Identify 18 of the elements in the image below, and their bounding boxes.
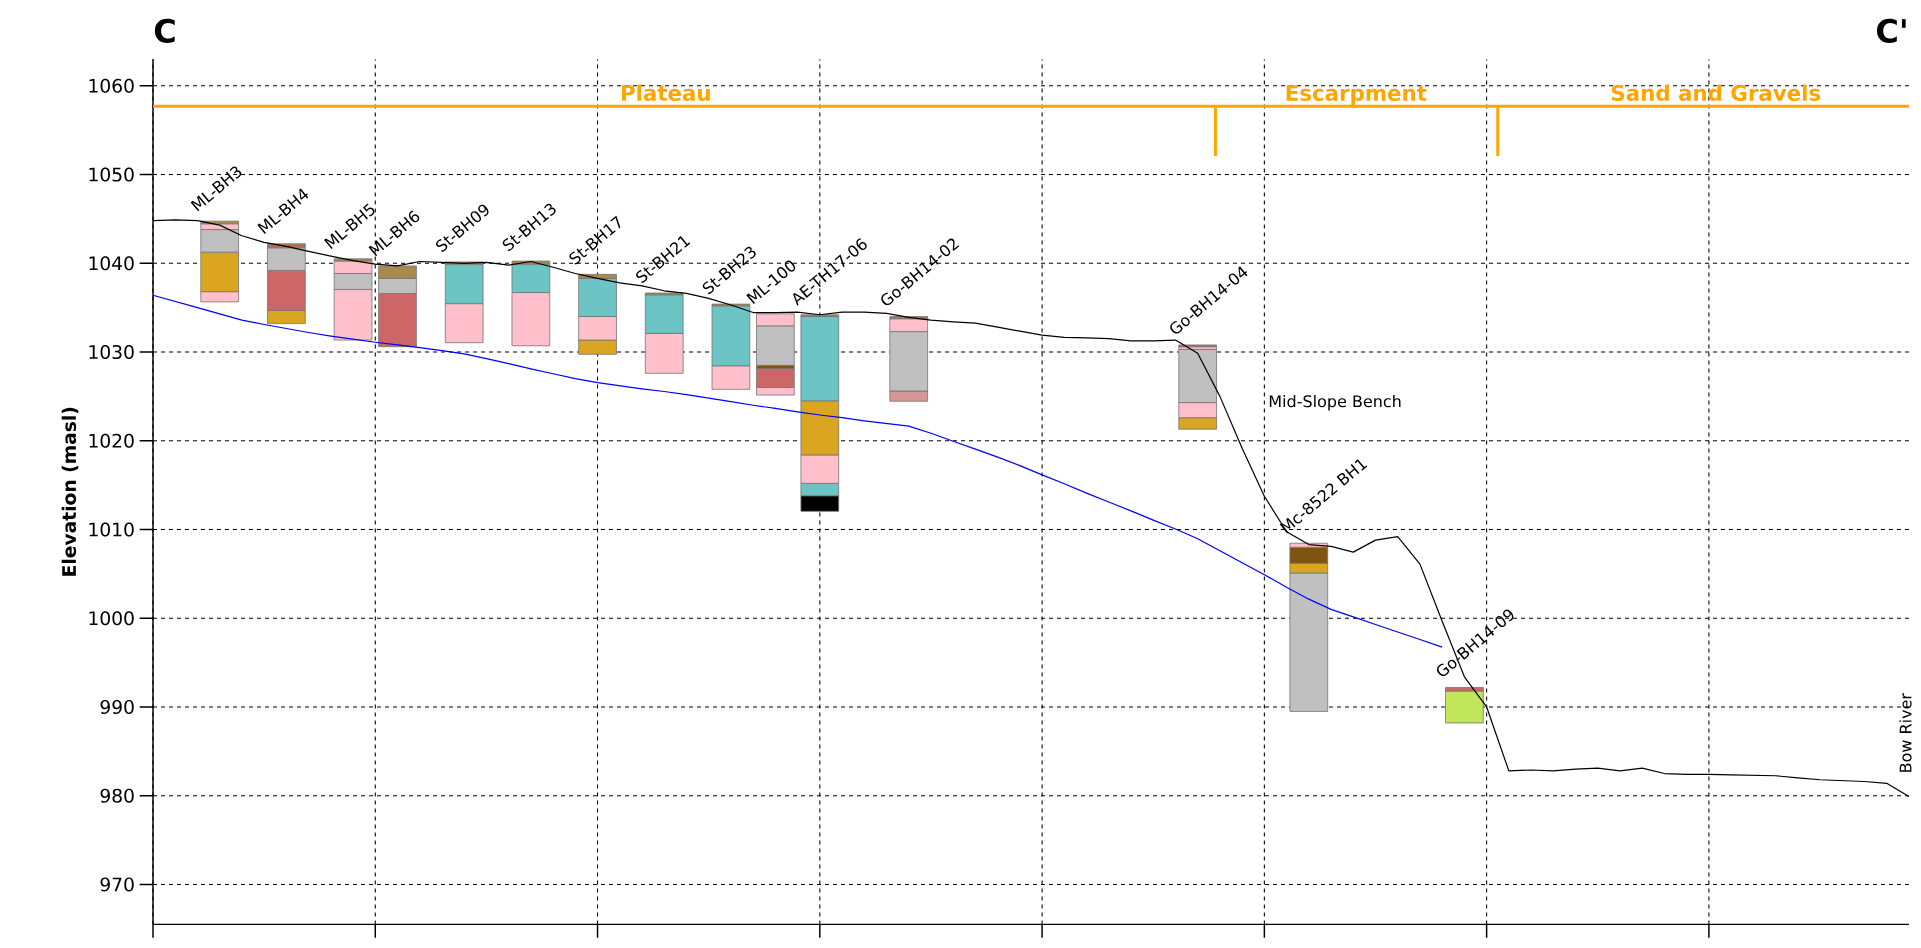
y-axis-title: Elevation (masl) (61, 407, 79, 576)
y-tick-label: 980 (100, 788, 134, 803)
y-tick-label: 990 (100, 699, 134, 715)
text: C (154, 18, 175, 43)
annotation: Bow River (1899, 692, 1912, 772)
y-tick-label: 1010 (89, 522, 134, 537)
annotation: Mid-Slope Bench (1269, 394, 1401, 411)
y-tick-label: 1000 (89, 611, 134, 626)
y-tick-label: 1030 (89, 344, 134, 360)
annotation: Sand and Gravels (1611, 84, 1821, 101)
y-tick-label: 1050 (89, 167, 134, 182)
y-tick-label: 1040 (89, 256, 134, 271)
y-tick-label: 970 (100, 877, 134, 892)
y-tick-label: 1060 (89, 78, 134, 93)
annotation: Escarpment (1286, 85, 1427, 106)
y-tick-label: 1020 (89, 433, 134, 448)
text: C' (1876, 18, 1906, 43)
annotation: Plateau (621, 84, 710, 101)
